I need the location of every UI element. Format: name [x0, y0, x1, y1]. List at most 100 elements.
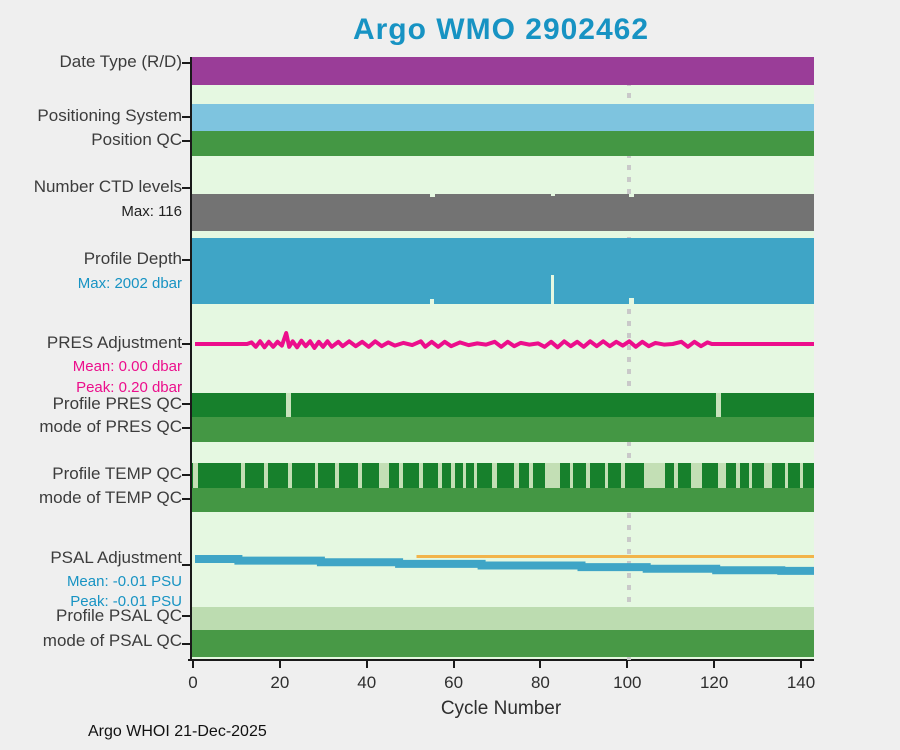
- qc-stripe: [264, 463, 268, 488]
- bar-profile_depth: [192, 238, 814, 304]
- qc-stripe: [644, 463, 666, 488]
- bar-position_qc: [192, 131, 814, 156]
- row-label-mode-psal-qc: mode of PSAL QC: [42, 631, 182, 650]
- qc-stripe: [314, 463, 319, 488]
- row-label-date-type: Date Type (R/D): [59, 52, 182, 71]
- x-tick-label: 60: [444, 673, 464, 692]
- bar-mode_pres_qc: [192, 417, 814, 442]
- figure-title: Argo WMO 2902462: [352, 13, 650, 46]
- qc-stripe: [718, 463, 727, 488]
- row-label-mode-pres-qc: mode of PRES QC: [39, 417, 182, 436]
- qc-stripe: [379, 463, 390, 488]
- stat-psal-mean: Mean: -0.01 PSU: [66, 573, 182, 590]
- qc-stripe: [674, 463, 678, 488]
- bar-dip: [429, 194, 435, 197]
- bar-positioning: [192, 104, 814, 131]
- y-tick: [182, 474, 190, 476]
- stat-ctd-max: Max: 116: [121, 203, 182, 220]
- bar-profile_psal_qc: [192, 607, 814, 630]
- plot-area: [190, 57, 814, 660]
- stat-pres-mean: Mean: 0.00 dbar: [72, 358, 182, 375]
- y-tick: [182, 643, 190, 645]
- qc-stripe: [784, 463, 789, 488]
- x-tick-label: 100: [613, 673, 642, 692]
- y-tick: [182, 62, 190, 64]
- qc-stripe: [586, 463, 591, 488]
- qc-stripe: [474, 463, 478, 488]
- qc-stripe: [514, 463, 519, 488]
- qc-stripe: [399, 463, 403, 488]
- line-psal_adj: [195, 555, 814, 575]
- qc-stripe: [620, 463, 625, 488]
- qc-stripe: [545, 463, 560, 488]
- qc-gap: [716, 393, 722, 417]
- x-tick: [539, 661, 542, 668]
- y-tick: [182, 564, 190, 566]
- y-tick: [182, 343, 190, 345]
- y-tick: [182, 427, 190, 429]
- line-pres_adj: [195, 331, 814, 350]
- qc-stripe: [749, 463, 753, 488]
- qc-stripe: [690, 463, 703, 488]
- bar-ctd_levels: [192, 194, 814, 231]
- y-tick: [182, 615, 190, 617]
- x-tick-label: 80: [530, 673, 550, 692]
- bar-notch: [629, 298, 634, 304]
- qc-stripe: [491, 463, 497, 488]
- x-axis-line: [188, 659, 814, 661]
- qc-gap: [286, 393, 291, 417]
- bar-mode_temp_qc: [192, 488, 814, 512]
- x-tick: [278, 661, 281, 668]
- y-tick: [182, 403, 190, 405]
- qc-stripe: [451, 463, 456, 488]
- qc-stripe: [358, 463, 362, 488]
- stat-depth-max: Max: 2002 dbar: [77, 275, 182, 292]
- bar-dip: [551, 194, 556, 196]
- bar-profile_pres_qc: [192, 393, 814, 417]
- x-tick: [365, 661, 368, 668]
- row-label-profile-pres-qc: Profile PRES QC: [52, 394, 182, 413]
- qc-stripe: [605, 463, 609, 488]
- row-label-psal-adjustment: PSAL Adjustment: [50, 548, 182, 567]
- stat-psal-peak: Peak: -0.01 PSU: [70, 593, 182, 610]
- y-tick: [182, 187, 190, 189]
- x-tick-label: 120: [699, 673, 729, 692]
- qc-stripe: [287, 463, 293, 488]
- row-label-positioning: Positioning System: [37, 106, 182, 125]
- x-tick: [192, 661, 194, 668]
- x-tick: [452, 661, 455, 668]
- row-label-position-qc: Position QC: [91, 130, 182, 149]
- x-tick-label: 20: [270, 673, 290, 692]
- bar-dip: [629, 194, 634, 197]
- x-tick-label: 40: [357, 673, 377, 692]
- stat-pres-peak: Peak: 0.20 dbar: [76, 379, 182, 396]
- cycle-marker-dashed-line: [627, 57, 632, 660]
- x-tick: [713, 661, 716, 668]
- qc-stripe: [763, 463, 772, 488]
- y-tick: [182, 498, 190, 500]
- x-tick-label: 0: [188, 673, 198, 692]
- row-label-profile-depth: Profile Depth: [83, 249, 182, 268]
- qc-stripe: [419, 463, 423, 488]
- y-tick: [182, 259, 190, 261]
- bar-notch: [429, 299, 434, 304]
- figure-footer: Argo WHOI 21-Dec-2025: [88, 723, 267, 740]
- row-label-mode-temp-qc: mode of TEMP QC: [39, 488, 182, 507]
- qc-stripe: [799, 463, 803, 488]
- qc-stripe: [736, 463, 740, 488]
- row-label-profile-psal-qc: Profile PSAL QC: [56, 606, 182, 625]
- x-axis-title: Cycle Number: [440, 698, 562, 719]
- qc-stripe: [335, 463, 340, 488]
- bar-profile_temp_qc: [192, 463, 814, 488]
- bar-date_type: [192, 57, 814, 85]
- bar-mode_psal_qc: [192, 630, 814, 657]
- x-tick-label: 140: [786, 673, 816, 692]
- x-tick: [800, 661, 803, 668]
- qc-stripe: [570, 463, 574, 488]
- qc-stripe: [241, 463, 246, 488]
- qc-stripe: [462, 463, 466, 488]
- qc-stripe: [438, 463, 443, 488]
- qc-stripe: [529, 463, 533, 488]
- qc-stripe: [193, 463, 199, 488]
